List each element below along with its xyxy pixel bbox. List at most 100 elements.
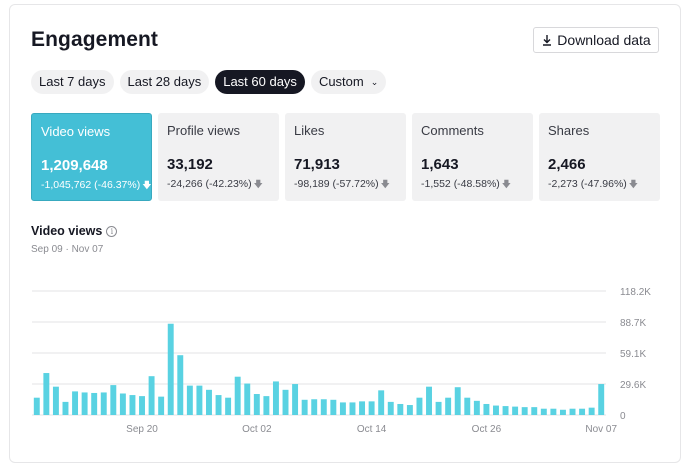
metric-value: 1,643 xyxy=(421,156,459,173)
chart-bar[interactable] xyxy=(531,407,538,415)
chart-bar[interactable] xyxy=(445,397,452,415)
chart-bar[interactable] xyxy=(349,402,356,415)
download-data-button[interactable]: Download data xyxy=(533,27,659,53)
y-tick-label: 59.1K xyxy=(620,349,646,360)
arrow-down-icon: 🡇 xyxy=(501,179,512,189)
chart-bar[interactable] xyxy=(72,391,79,415)
chart-bar[interactable] xyxy=(569,408,576,415)
chart-bar[interactable] xyxy=(81,392,88,415)
chart-bar[interactable] xyxy=(186,385,193,415)
metric-card-likes[interactable]: Likes 71,913 -98,189 (-57.72%) 🡇 xyxy=(285,113,406,201)
chart-bar[interactable] xyxy=(33,397,40,415)
download-data-label: Download data xyxy=(557,32,651,48)
chart-bar[interactable] xyxy=(473,400,480,415)
chart-bar[interactable] xyxy=(196,385,203,415)
range-last-28-days[interactable]: Last 28 days xyxy=(119,70,210,94)
chart-bar[interactable] xyxy=(426,386,432,415)
chart-bar[interactable] xyxy=(416,397,423,415)
chart-bar[interactable] xyxy=(148,376,155,415)
chart-bar[interactable] xyxy=(588,407,595,415)
chart-bar[interactable] xyxy=(43,373,50,415)
metric-delta: -2,273 (-47.96%) 🡇 xyxy=(548,178,639,190)
arrow-down-icon: 🡇 xyxy=(628,179,639,189)
chart-bar[interactable] xyxy=(454,387,461,415)
range-last-60-days[interactable]: Last 60 days xyxy=(215,70,305,94)
chart-bar[interactable] xyxy=(559,409,566,415)
chart-title: Video views i xyxy=(31,224,118,238)
chart-bar[interactable] xyxy=(225,397,232,415)
chart-bar[interactable] xyxy=(359,401,366,415)
chart-bar[interactable] xyxy=(301,399,308,415)
chart-bar[interactable] xyxy=(483,403,490,415)
chart-bar[interactable] xyxy=(253,394,260,415)
arrow-down-icon: 🡇 xyxy=(380,179,390,189)
chart-bar[interactable] xyxy=(292,384,299,415)
chart-bar[interactable] xyxy=(91,392,98,415)
y-tick-label: 88.7K xyxy=(620,318,646,329)
chart-date-range: Sep 09 · Nov 07 xyxy=(31,244,104,255)
chart-bar[interactable] xyxy=(550,408,557,415)
chart-bar[interactable] xyxy=(397,403,404,415)
chart-bar[interactable] xyxy=(167,323,174,415)
chart-bar[interactable] xyxy=(215,395,222,415)
chart-bar[interactable] xyxy=(62,401,69,415)
info-icon[interactable]: i xyxy=(106,225,118,237)
chart-bar[interactable] xyxy=(378,390,385,415)
download-icon xyxy=(543,35,552,46)
chart-bar[interactable] xyxy=(598,384,605,415)
metric-label: Comments xyxy=(421,123,484,138)
chart-bar[interactable] xyxy=(282,389,289,415)
chart-bar[interactable] xyxy=(158,396,165,415)
chart-bar[interactable] xyxy=(234,376,241,415)
metric-label: Video views xyxy=(41,124,111,139)
chart-bar[interactable] xyxy=(387,401,394,415)
x-tick-label: Sep 20 xyxy=(126,424,158,435)
chart-bar[interactable] xyxy=(464,397,471,415)
chart-bar[interactable] xyxy=(139,396,145,415)
metric-delta: -24,266 (-42.23%) 🡇 xyxy=(167,178,263,190)
chart-bar[interactable] xyxy=(521,407,528,415)
metric-delta: -1,045,762 (-46.37%) 🡇 xyxy=(41,179,152,191)
chart-bar[interactable] xyxy=(406,405,413,415)
chart-bar[interactable] xyxy=(100,392,107,415)
chart-bar[interactable] xyxy=(330,399,337,415)
chart-bar[interactable] xyxy=(435,401,442,415)
chart-bar[interactable] xyxy=(540,408,547,415)
metric-card-video-views[interactable]: Video views 1,209,648 -1,045,762 (-46.37… xyxy=(31,113,152,201)
x-tick-label: Nov 07 xyxy=(585,424,617,435)
range-custom-dropdown[interactable]: Custom ⌄ xyxy=(310,70,387,94)
metric-delta: -1,552 (-48.58%) 🡇 xyxy=(421,178,512,190)
chart-bar[interactable] xyxy=(206,389,212,415)
chart-bar[interactable] xyxy=(368,401,375,415)
chart-bar[interactable] xyxy=(502,406,509,415)
chart-bar[interactable] xyxy=(244,383,251,415)
range-last-7-days[interactable]: Last 7 days xyxy=(31,70,114,94)
metric-card-comments[interactable]: Comments 1,643 -1,552 (-48.58%) 🡇 xyxy=(412,113,533,201)
chart-bar[interactable] xyxy=(579,408,586,415)
metric-card-shares[interactable]: Shares 2,466 -2,273 (-47.96%) 🡇 xyxy=(539,113,660,201)
chart-bar[interactable] xyxy=(512,406,519,415)
chart-bar[interactable] xyxy=(263,396,270,415)
chart-bar[interactable] xyxy=(119,393,126,415)
chart-bar[interactable] xyxy=(177,355,184,415)
y-tick-label: 0 xyxy=(620,411,626,422)
metric-card-profile-views[interactable]: Profile views 33,192 -24,266 (-42.23%) 🡇 xyxy=(158,113,279,201)
metric-value: 2,466 xyxy=(548,156,586,173)
y-tick-label: 29.6K xyxy=(620,380,646,391)
metric-cards: Video views 1,209,648 -1,045,762 (-46.37… xyxy=(31,113,660,201)
metric-delta: -98,189 (-57.72%) 🡇 xyxy=(294,178,390,190)
date-range-selector: Last 7 days Last 28 days Last 60 days Cu… xyxy=(31,70,387,94)
chart-bar[interactable] xyxy=(110,385,117,415)
metric-label: Likes xyxy=(294,123,325,138)
chart-bar[interactable] xyxy=(272,381,279,415)
chart-bar[interactable] xyxy=(339,402,346,415)
chevron-down-icon: ⌄ xyxy=(370,77,379,87)
chart-bar[interactable] xyxy=(320,399,327,415)
x-tick-label: Oct 14 xyxy=(357,424,387,435)
chart-bar[interactable] xyxy=(311,399,318,415)
chart-bar[interactable] xyxy=(493,405,499,415)
metric-value: 1,209,648 xyxy=(41,157,108,174)
chart-bar[interactable] xyxy=(129,395,136,415)
chart-bar[interactable] xyxy=(52,386,59,415)
arrow-down-icon: 🡇 xyxy=(142,180,152,190)
